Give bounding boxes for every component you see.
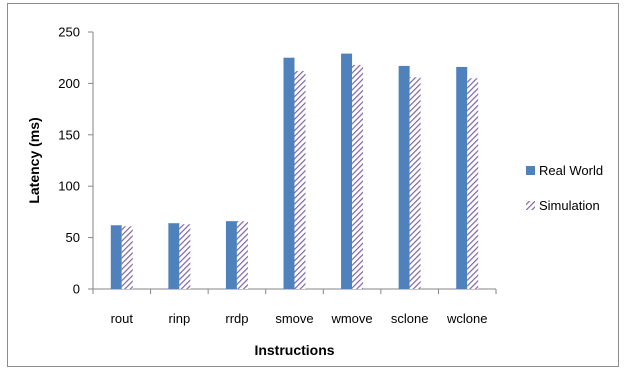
bar-simulation-rout (121, 226, 133, 289)
y-axis-title: Latency (ms) (26, 117, 42, 203)
legend-label-simulation: Simulation (539, 198, 600, 213)
bar-simulation-rinp (179, 224, 191, 289)
tick-labels: 0 50 100 150 200 250 rout rinp rrdp smove wmove scl… (58, 25, 487, 327)
x-axis-title: Instructions (254, 342, 334, 358)
x-tick-label: rinp (169, 311, 191, 326)
bar-real-world-wmove (341, 53, 353, 290)
bars (110, 53, 479, 290)
chart-frame (7, 3, 619, 367)
x-tick-label: wclone (446, 311, 487, 326)
y-tick-label: 50 (66, 230, 80, 245)
legend-label-real-world: Real World (539, 163, 603, 178)
legend-swatch-simulation (526, 201, 535, 210)
legend: Real World Simulation (526, 163, 603, 213)
bar-simulation-wmove (352, 64, 364, 289)
bar-simulation-rrdp (236, 221, 248, 289)
legend-swatch-real-world (526, 166, 535, 175)
y-tick-label: 150 (58, 127, 80, 142)
bar-real-world-smove (283, 57, 295, 290)
bar-real-world-rout (110, 225, 122, 289)
bar-real-world-sclone (398, 65, 410, 289)
bar-simulation-sclone (409, 77, 421, 290)
y-tick-label: 0 (73, 282, 80, 297)
x-tick-label: sclone (391, 311, 429, 326)
bar-real-world-wclone (456, 66, 468, 290)
x-tick-label: rrdp (225, 311, 248, 326)
y-tick-label: 100 (58, 179, 80, 194)
bar-real-world-rinp (168, 223, 180, 289)
x-tick-label: rout (111, 311, 134, 326)
bar-real-world-rrdp (225, 221, 237, 289)
bar-simulation-wclone (467, 78, 479, 289)
x-tick-label: smove (275, 311, 313, 326)
bar-simulation-smove (294, 71, 306, 290)
x-tick-label: wmove (330, 311, 372, 326)
y-tick-label: 200 (58, 76, 80, 91)
y-tick-label: 250 (58, 25, 80, 40)
